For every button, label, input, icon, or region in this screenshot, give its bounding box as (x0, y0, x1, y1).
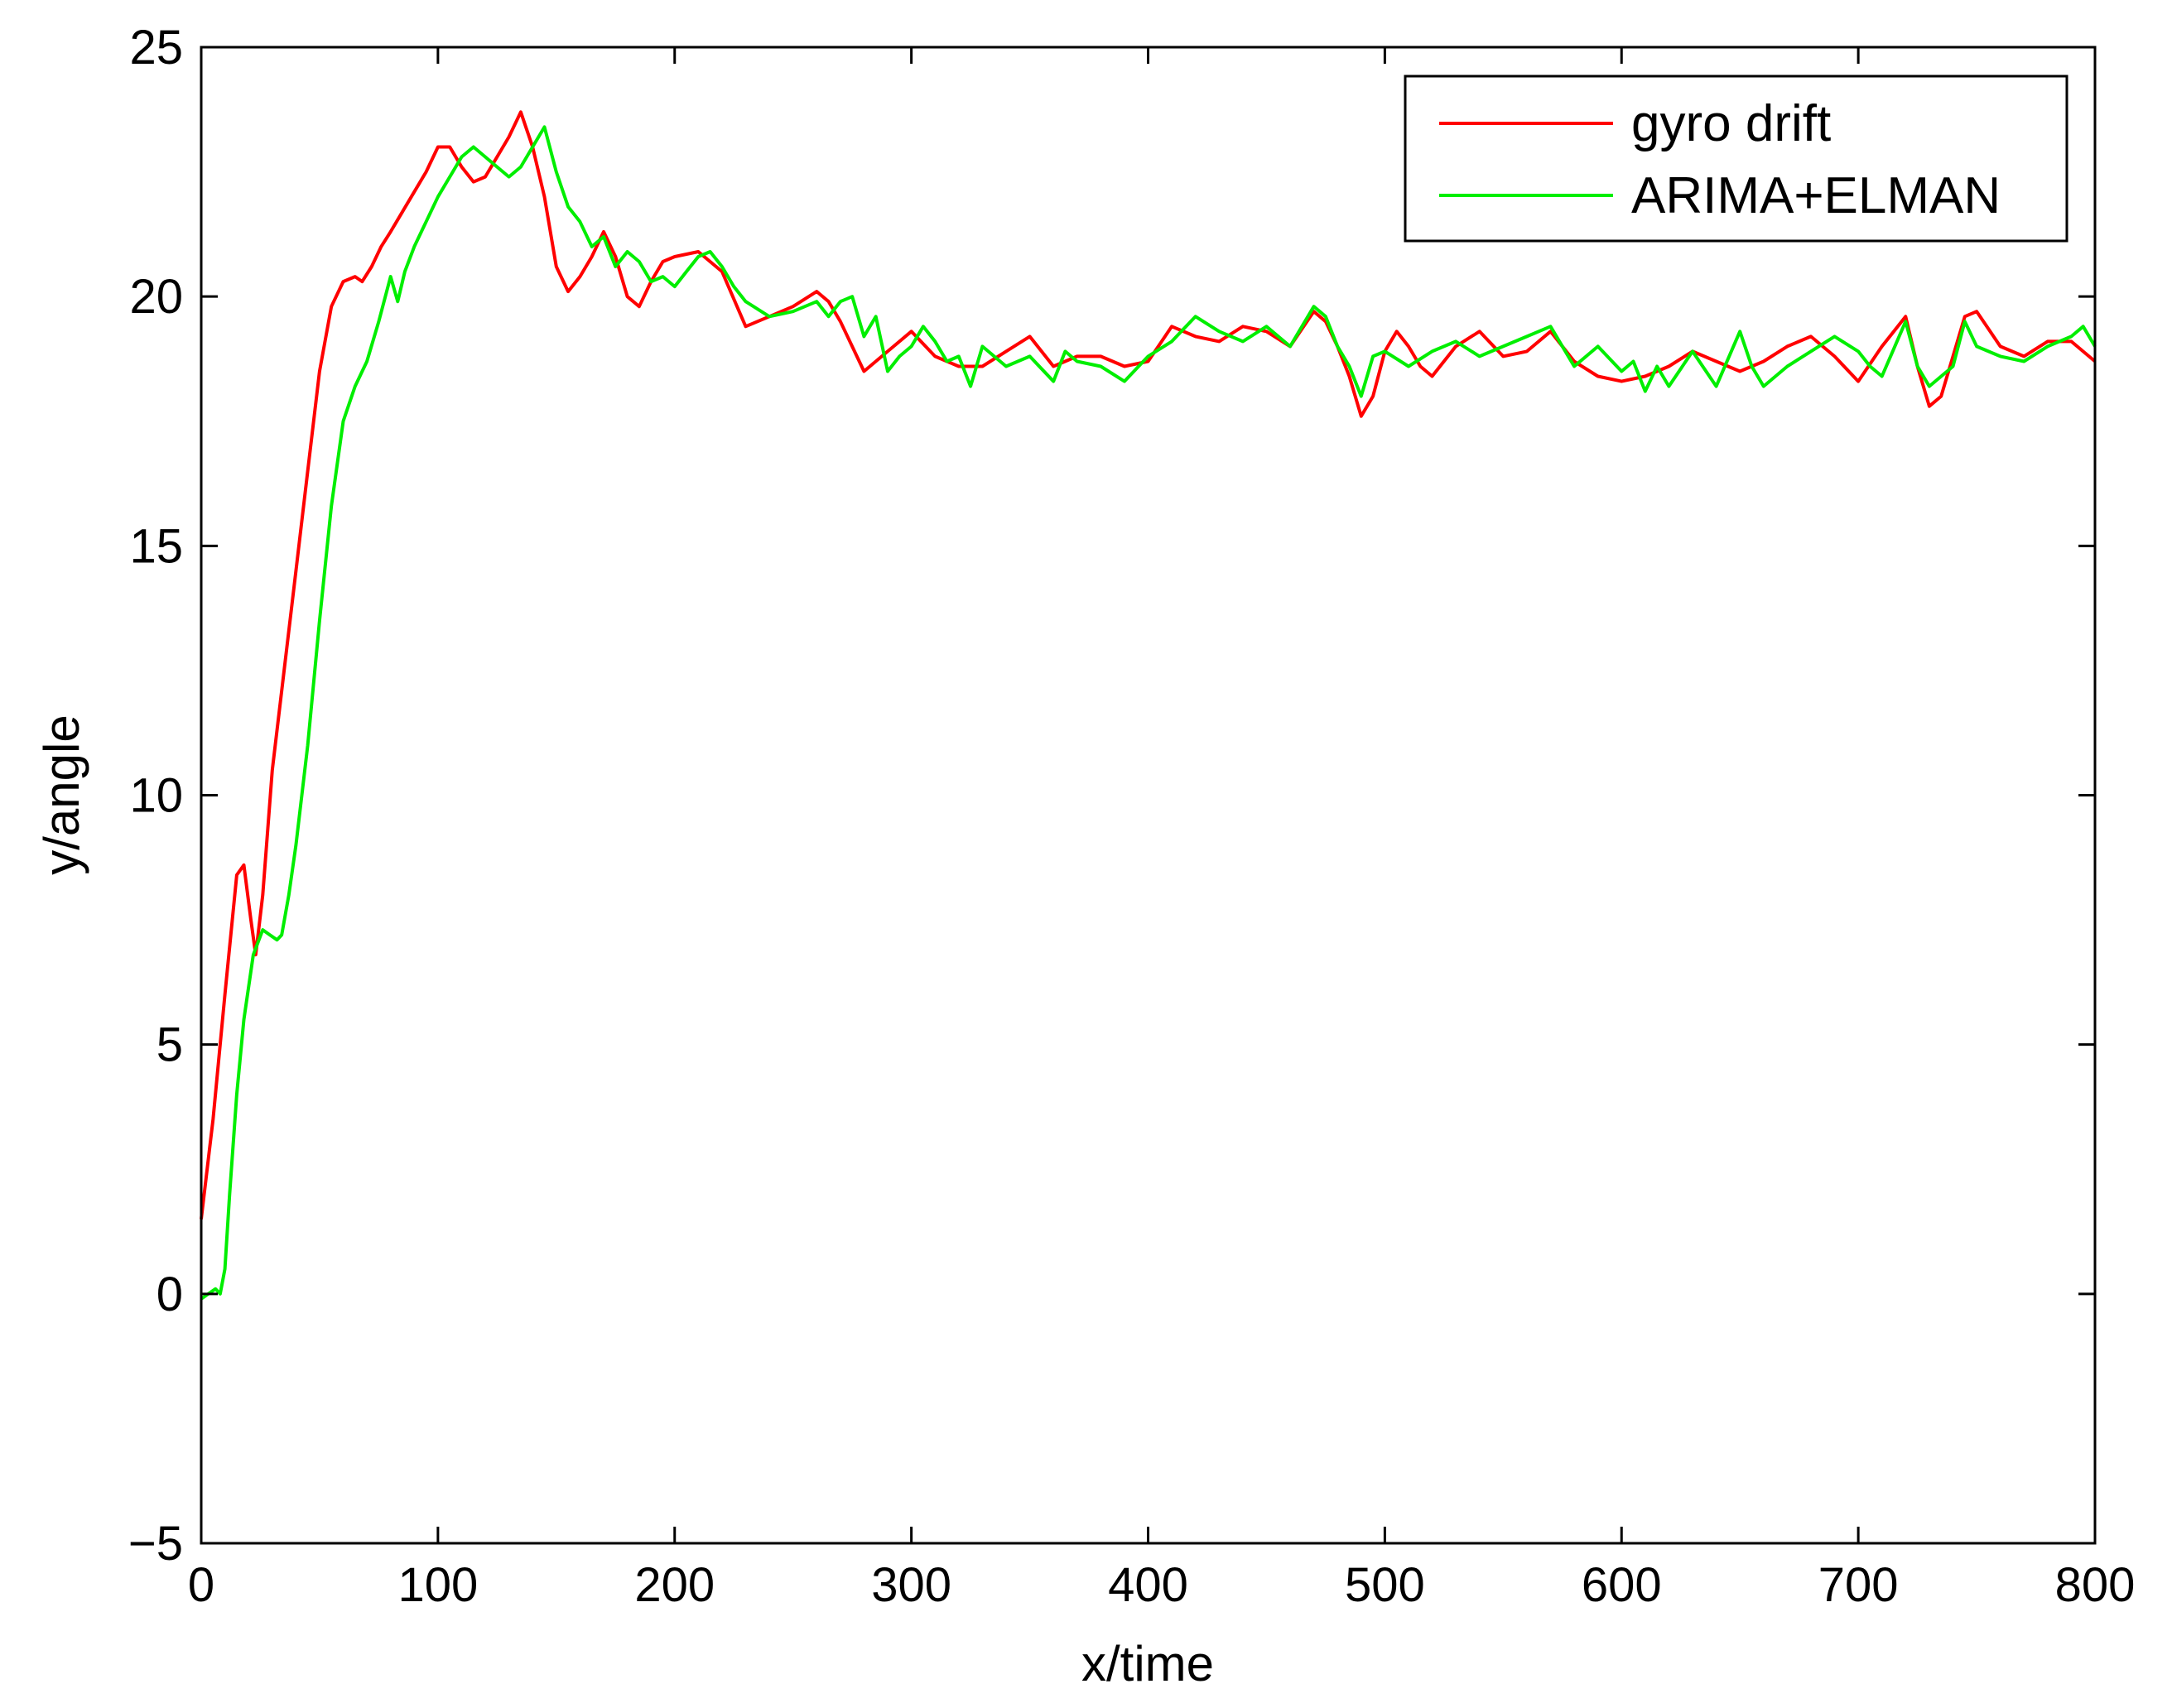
x-tick-label: 600 (1582, 1558, 1662, 1612)
legend-box (1404, 75, 2068, 243)
x-tick-label: 0 (188, 1558, 214, 1612)
x-tick-label: 500 (1345, 1558, 1425, 1612)
legend-label-gyro-drift: gyro drift (1631, 95, 1831, 152)
y-axis-label: y/angle (34, 714, 89, 874)
y-tick-label: 20 (129, 270, 183, 324)
y-tick-label: 5 (157, 1018, 183, 1072)
y-tick-label: 15 (129, 519, 183, 573)
plot-frame (200, 46, 2097, 1545)
legend-label-arima-elman: ARIMA+ELMAN (1631, 167, 2001, 224)
series-layer (200, 110, 2097, 1301)
x-tick-label: 100 (397, 1558, 478, 1612)
y-tick-label: 10 (129, 769, 183, 823)
x-tick-label: 700 (1818, 1558, 1899, 1612)
x-tick-label: 800 (2055, 1558, 2136, 1612)
x-tick-label: 200 (634, 1558, 715, 1612)
series-line-arima-elman (200, 125, 2097, 1301)
y-tick-label: 25 (129, 21, 183, 75)
y-tick-label: −5 (128, 1517, 183, 1571)
x-tick-label: 400 (1108, 1558, 1188, 1612)
y-tick-label: 0 (157, 1268, 183, 1321)
legend: gyro drift ARIMA+ELMAN (1404, 75, 2068, 243)
x-axis-label: x/time (1081, 1636, 1214, 1691)
x-tick-label: 300 (871, 1558, 951, 1612)
plot-background (201, 47, 2095, 1543)
